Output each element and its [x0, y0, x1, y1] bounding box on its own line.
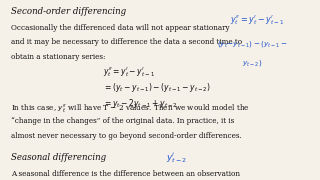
- Text: Second-order differencing: Second-order differencing: [11, 6, 126, 15]
- Text: $y_{t-2})$: $y_{t-2})$: [243, 58, 263, 68]
- Text: $= y_t - 2y_{t-1} + y_{t-2}$: $= y_t - 2y_{t-1} + y_{t-2}$: [103, 97, 178, 110]
- Text: A seasonal difference is the difference between an observation: A seasonal difference is the difference …: [11, 170, 240, 178]
- Text: obtain a stationary series:: obtain a stationary series:: [11, 53, 105, 61]
- Text: $= (y_t - y_{t-1}) - (y_{t-1} - y_{t-2})$: $= (y_t - y_{t-1}) - (y_{t-1} - y_{t-2})…: [103, 81, 211, 94]
- Text: $y_t'' = y_t' - y_{t-1}'$: $y_t'' = y_t' - y_{t-1}'$: [103, 66, 155, 79]
- Text: In this case, $y_t''$ will have T − 2 values. Then we would model the: In this case, $y_t''$ will have T − 2 va…: [11, 103, 250, 115]
- Text: and it may be necessary to difference the data a second time to: and it may be necessary to difference th…: [11, 38, 242, 46]
- Text: Seasonal differencing: Seasonal differencing: [11, 153, 106, 162]
- Text: $y_{t-2}'$: $y_{t-2}'$: [166, 151, 188, 165]
- Text: “change in the changes” of the original data. In practice, it is: “change in the changes” of the original …: [11, 118, 234, 125]
- Text: Occasionally the differenced data will not appear stationary: Occasionally the differenced data will n…: [11, 24, 229, 32]
- Text: $y_t'' = y_t' - y_{t-1}'$: $y_t'' = y_t' - y_{t-1}'$: [230, 14, 284, 27]
- Text: $(y_t\!-\!y_{t-1}) - (y_{t-1} -$: $(y_t\!-\!y_{t-1}) - (y_{t-1} -$: [217, 39, 288, 49]
- Text: almost never necessary to go beyond second-order differences.: almost never necessary to go beyond seco…: [11, 132, 242, 140]
